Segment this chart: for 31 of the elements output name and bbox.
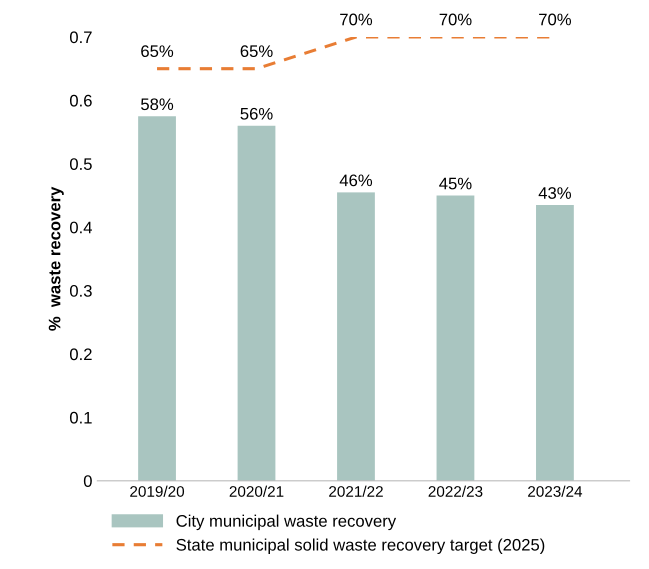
legend-label: State municipal solid waste recovery target (2025): [176, 538, 544, 554]
x-tick-label: 2021/22: [329, 486, 383, 497]
y-tick-label: 0.5: [70, 158, 92, 170]
y-axis-title: % waste recovery: [48, 186, 64, 331]
bar: [238, 126, 276, 481]
bar: [138, 116, 176, 481]
data-label: 45%: [439, 178, 472, 190]
y-tick-label: 0.2: [70, 348, 92, 360]
data-label: 65%: [141, 45, 174, 58]
data-label: 70%: [440, 14, 472, 26]
bar: [337, 192, 375, 481]
data-label: 46%: [340, 174, 372, 186]
data-label: 56%: [240, 108, 273, 120]
x-tick-label: 2023/24: [528, 486, 582, 497]
bar: [536, 205, 574, 481]
x-tick-label: 2020/21: [230, 486, 284, 497]
data-label: 58%: [141, 98, 174, 110]
x-tick-label: 2022/23: [428, 486, 482, 497]
data-label: 70%: [340, 14, 372, 26]
y-tick-label: 0.7: [70, 31, 92, 44]
data-label: 43%: [538, 187, 572, 199]
legend-label: City municipal waste recovery: [176, 514, 396, 530]
y-tick-label: 0.1: [70, 412, 92, 424]
bar: [436, 195, 474, 481]
data-label: 65%: [240, 45, 273, 58]
x-tick-label: 2019/20: [130, 486, 184, 497]
y-tick-label: 0.3: [70, 284, 92, 297]
y-tick-label: 0: [84, 475, 92, 488]
y-tick-label: 0.4: [70, 222, 92, 234]
data-label: 70%: [539, 14, 572, 26]
y-tick-label: 0.6: [70, 94, 92, 107]
